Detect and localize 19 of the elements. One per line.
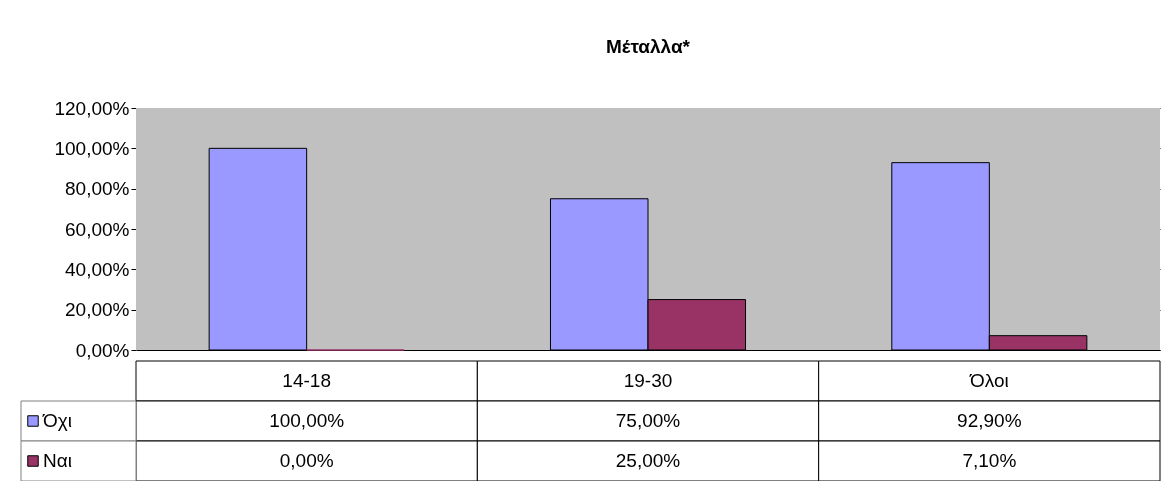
y-tick-label: 40,00% [65,258,130,280]
data-label: 92,90% [957,410,1022,431]
y-tick-label: 100,00% [54,137,130,159]
y-tick-label: 20,00% [65,299,130,321]
data-label: 25,00% [615,450,681,471]
chart-title: Μέταλλα* [605,36,691,57]
y-tick-label: 0,00% [75,339,130,361]
legend-label: Ναι [43,450,72,471]
data-label: 0,00% [279,450,334,471]
y-tick-label: 120,00% [54,97,130,119]
data-label: 100,00% [269,410,345,431]
data-label: 7,10% [962,450,1017,471]
data-label: 75,00% [615,410,681,431]
x-tick-label: 14-18 [282,370,331,391]
x-tick-label: 19-30 [623,370,673,391]
legend-label: Όχι [42,410,72,431]
x-tick-label: Όλοι [968,370,1009,391]
y-tick-label: 60,00% [65,218,130,240]
y-tick-label: 80,00% [65,178,130,200]
